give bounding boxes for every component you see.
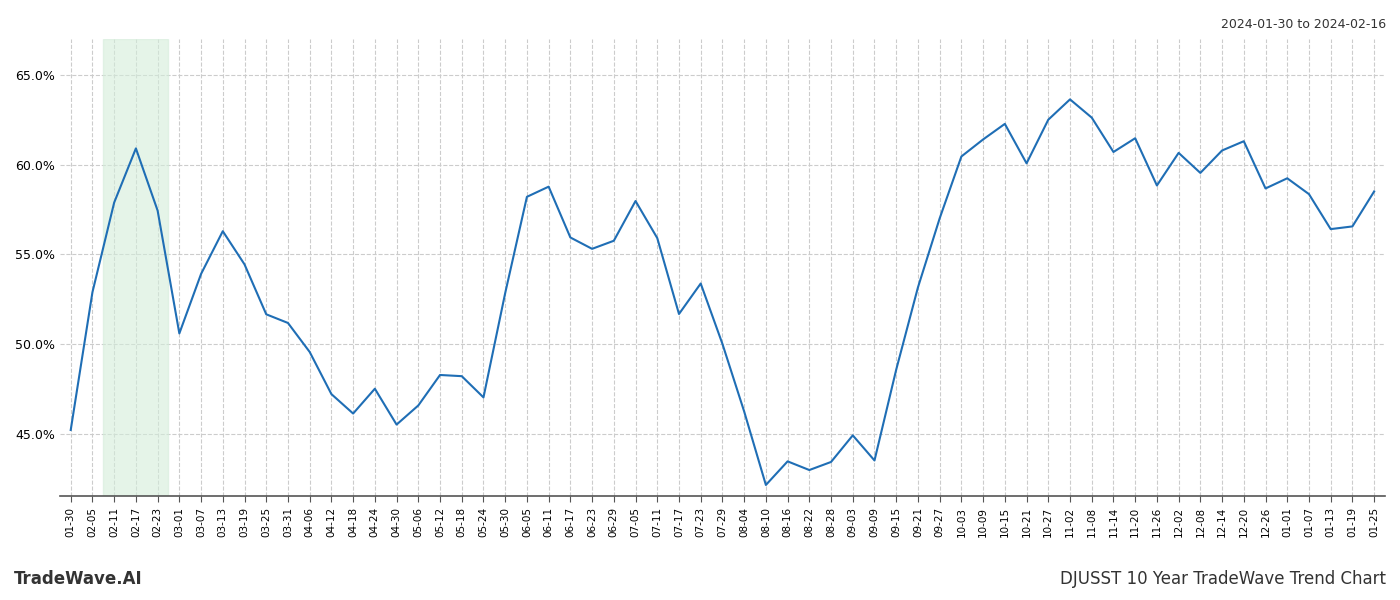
Text: 2024-01-30 to 2024-02-16: 2024-01-30 to 2024-02-16	[1221, 18, 1386, 31]
Bar	[104, 39, 168, 496]
Text: DJUSST 10 Year TradeWave Trend Chart: DJUSST 10 Year TradeWave Trend Chart	[1060, 570, 1386, 588]
Text: TradeWave.AI: TradeWave.AI	[14, 570, 143, 588]
